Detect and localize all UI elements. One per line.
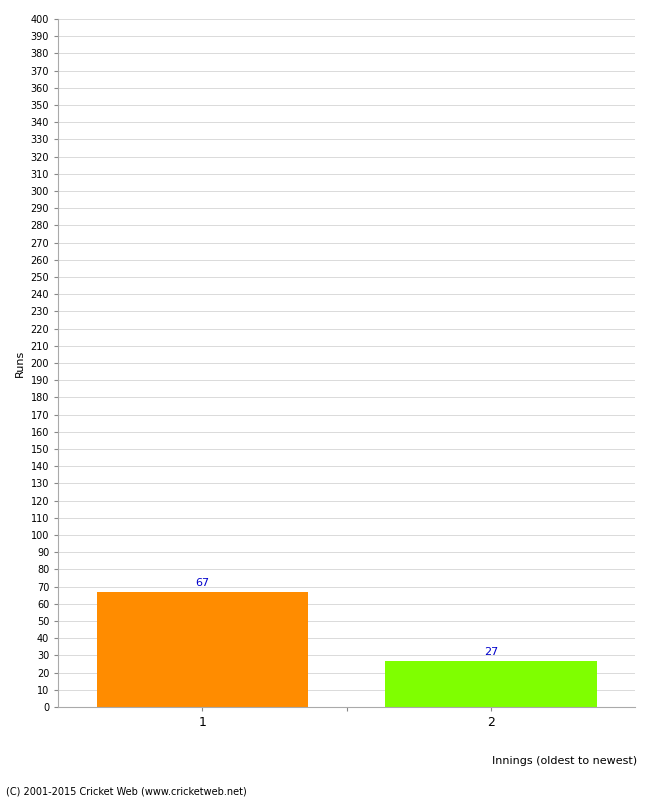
- Bar: [385, 661, 597, 707]
- Text: Innings (oldest to newest): Innings (oldest to newest): [492, 756, 637, 766]
- Text: 27: 27: [484, 647, 498, 657]
- Bar: [97, 592, 308, 707]
- Text: (C) 2001-2015 Cricket Web (www.cricketweb.net): (C) 2001-2015 Cricket Web (www.cricketwe…: [6, 786, 247, 796]
- Y-axis label: Runs: Runs: [15, 350, 25, 377]
- Text: 67: 67: [196, 578, 209, 588]
